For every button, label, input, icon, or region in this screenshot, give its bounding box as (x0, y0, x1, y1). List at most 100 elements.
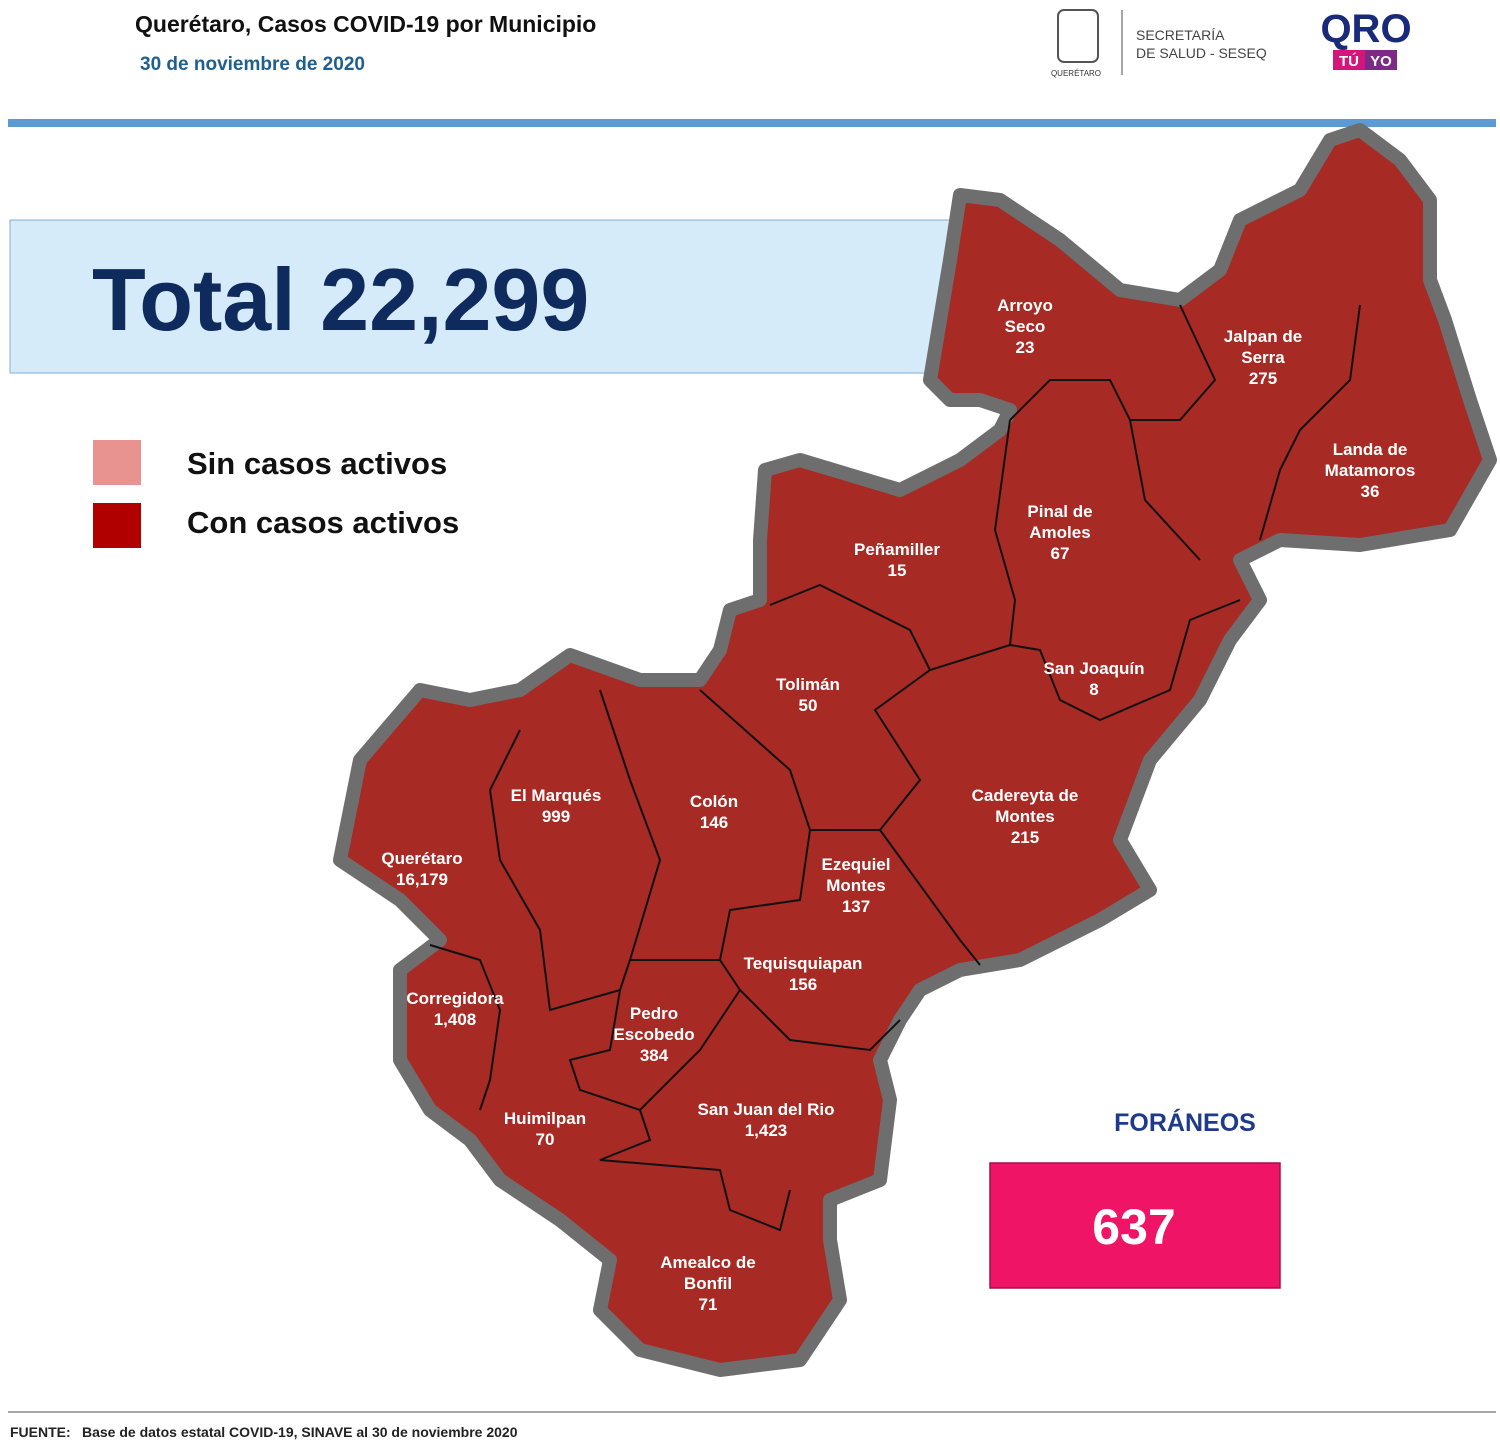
municipality-name: Arroyo (997, 296, 1053, 315)
municipality-cases: 156 (789, 975, 817, 994)
municipality-cases: 275 (1249, 369, 1277, 388)
boundary (993, 419, 1241, 722)
municipality-name: Peñamiller (854, 540, 940, 559)
yo-box (1365, 50, 1397, 70)
yo-logo: YO (1370, 53, 1392, 70)
tu-logo: TÚ (1339, 52, 1359, 70)
municipality-name: San Juan del Rio (698, 1100, 835, 1119)
foraneos-label: FORÁNEOS (1114, 1108, 1256, 1137)
municipality-name: Ezequiel (822, 855, 891, 874)
municipality-label: El Marqués 999 (511, 786, 602, 826)
municipality-cases: 8 (1089, 680, 1098, 699)
dept-line: SECRETARÍA (1136, 27, 1225, 43)
municipality-label: Cadereyta de Montes 215 (972, 786, 1079, 847)
municipality-name: Pinal de (1027, 502, 1092, 521)
municipality-cases: 71 (699, 1295, 718, 1314)
municipality-label: San Joaquín 8 (1043, 659, 1144, 699)
municipality-name: Serra (1241, 348, 1285, 367)
boundary (1129, 419, 1201, 561)
total-banner (9, 219, 971, 374)
municipality-label: Tolimán 50 (776, 675, 840, 715)
tu-box (1333, 50, 1365, 70)
municipality-label: Landa de Matamoros 36 (1325, 440, 1416, 501)
municipality-label: Amealco de Bonfil 71 (660, 1253, 755, 1314)
municipality-labels: Arroyo Seco 23 Jalpan de Serra 275 Landa de Mat… (381, 296, 1415, 1314)
municipality-label: Pedro Escobedo 384 (613, 1004, 694, 1065)
municipality-cases: 15 (888, 561, 907, 580)
date: 30 de noviembre de 2020 (140, 54, 365, 75)
boundary (1259, 304, 1361, 541)
qro-logo: QRO (1320, 7, 1411, 51)
municipality-cases: 50 (799, 696, 818, 715)
foraneos-box (989, 1162, 1281, 1289)
total-value: 22,299 (320, 250, 589, 349)
municipality-cases: 36 (1361, 482, 1380, 501)
municipality-cases: 16,179 (396, 870, 448, 889)
total-label: Total (92, 250, 296, 349)
municipality-cases: 137 (842, 897, 870, 916)
municipality-name: Escobedo (613, 1025, 694, 1044)
municipality-label: Tequisquiapan 156 (744, 954, 863, 994)
footer-label: FUENTE: (10, 1424, 71, 1440)
seal-caption: QUERÉTARO (1051, 69, 1101, 78)
title: Querétaro, Casos COVID-19 por Municipio (135, 11, 596, 37)
municipality-name: San Joaquín (1043, 659, 1144, 678)
boundary (699, 689, 880, 831)
municipality-label: Pinal de Amoles 67 (1027, 502, 1092, 563)
municipality-cases: 215 (1011, 828, 1039, 847)
municipality-label: Colón 146 (690, 792, 738, 832)
municipality-name: Tequisquiapan (744, 954, 863, 973)
municipality-cases: 67 (1051, 544, 1070, 563)
foraneos-value: 637 (1092, 1199, 1175, 1255)
dept-line: DE SALUD - SESEQ (1136, 45, 1267, 61)
municipality-name: Huimilpan (504, 1109, 586, 1128)
municipality-name: Amealco de (660, 1253, 755, 1272)
footer-text: Base de datos estatal COVID-19, SINAVE a… (82, 1424, 518, 1440)
municipality-name: Jalpan de (1224, 327, 1302, 346)
municipality-name: Matamoros (1325, 461, 1416, 480)
municipality-cases: 1,423 (745, 1121, 788, 1140)
municipality-label: Querétaro 16,179 (381, 849, 462, 889)
boundary (429, 944, 502, 1111)
municipality-cases: 23 (1016, 338, 1035, 357)
total: Total 22,299 (92, 250, 589, 349)
municipality-name: Bonfil (684, 1274, 732, 1293)
municipality-cases: 384 (640, 1046, 669, 1065)
state-seal (1057, 9, 1099, 63)
top-rule (8, 119, 1496, 127)
municipality-name: Seco (1005, 317, 1046, 336)
municipality-label: San Juan del Rio 1,423 (698, 1100, 835, 1140)
municipality-name: Montes (995, 807, 1055, 826)
municipality-label: Huimilpan 70 (504, 1109, 586, 1149)
municipality-name: Querétaro (381, 849, 462, 868)
state-outline (333, 123, 1497, 1377)
boundary (599, 1109, 791, 1232)
municipality-cases: 146 (700, 813, 728, 832)
municipality-cases: 70 (536, 1130, 555, 1149)
boundary (568, 989, 741, 1112)
boundary (719, 959, 901, 1052)
legend-swatch (93, 503, 141, 548)
municipality-name: El Marqués (511, 786, 602, 805)
municipality-cases: 999 (542, 807, 570, 826)
legend-label: Sin casos activos (187, 446, 447, 481)
municipality-name: Corregidora (406, 989, 504, 1008)
municipality-label: Arroyo Seco 23 (997, 296, 1053, 357)
municipality-name: Colón (690, 792, 738, 811)
municipality-cases: 1,408 (434, 1010, 477, 1029)
municipality-label: Corregidora 1,408 (406, 989, 504, 1029)
municipality-name: Amoles (1029, 523, 1090, 542)
boundary (769, 583, 931, 671)
legend-swatch (93, 440, 141, 485)
boundary (599, 689, 811, 961)
municipality-label: Peñamiller 15 (854, 540, 940, 580)
legend-label: Con casos activos (187, 505, 459, 540)
municipality-name: Landa de (1333, 440, 1408, 459)
municipal-boundaries (429, 304, 1361, 1232)
municipality-name: Montes (826, 876, 886, 895)
municipality-name: Pedro (630, 1004, 678, 1023)
municipality-name: Tolimán (776, 675, 840, 694)
municipality-name: Cadereyta de (972, 786, 1079, 805)
municipality-label: Ezequiel Montes 137 (822, 855, 891, 916)
